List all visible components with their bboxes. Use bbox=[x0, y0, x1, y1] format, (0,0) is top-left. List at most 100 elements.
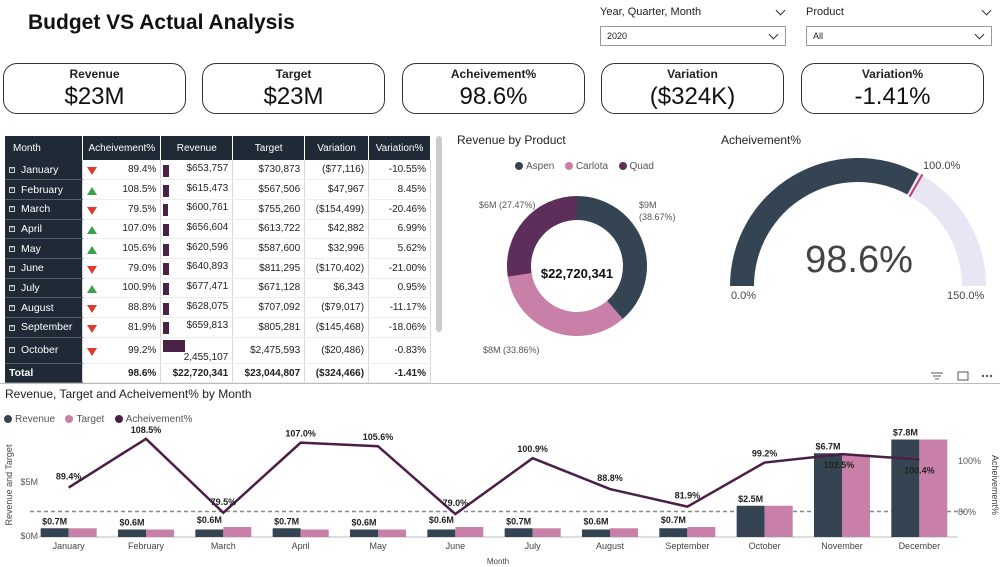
column-header-month[interactable]: Month bbox=[5, 136, 84, 160]
bar-revenue[interactable] bbox=[427, 529, 456, 538]
bar-target[interactable] bbox=[223, 527, 252, 537]
up-arrow-icon bbox=[87, 226, 98, 235]
line-data-label: 81.9% bbox=[675, 491, 701, 501]
bar-revenue[interactable] bbox=[659, 528, 688, 537]
bar-revenue[interactable] bbox=[891, 439, 920, 538]
legend-item-revenue[interactable]: Revenue bbox=[4, 414, 55, 425]
expand-icon[interactable]: + bbox=[9, 265, 15, 272]
chevron-down-icon[interactable] bbox=[775, 5, 786, 15]
product-slicer[interactable]: Product All bbox=[806, 3, 992, 46]
achievement-cell: 100.9% bbox=[82, 278, 162, 299]
kpi-card-achievement[interactable]: Acheivement% 98.6% bbox=[402, 63, 585, 114]
column-header-variation[interactable]: Variation bbox=[304, 136, 370, 160]
bar-target[interactable] bbox=[300, 529, 329, 538]
slicer-label: Year, Quarter, Month bbox=[600, 6, 702, 18]
table-row[interactable]: + February 108.5% $615,473 $567,506 $47,967 8.… bbox=[5, 179, 431, 200]
bar-target[interactable] bbox=[68, 528, 97, 537]
row-month-cell[interactable]: + October bbox=[5, 337, 84, 364]
table-row[interactable]: + June 79.0% $640,893 $811,295 ($170,402) -21.… bbox=[5, 258, 431, 279]
column-header-revenue[interactable]: Revenue bbox=[160, 136, 234, 160]
bar-revenue[interactable] bbox=[736, 505, 765, 537]
bar-target[interactable] bbox=[610, 528, 638, 537]
table-total-row: Total 98.6% $22,720,341 $23,044,807 ($324,46… bbox=[5, 362, 431, 384]
table-row[interactable]: + October 99.2% 2,455,107 $2,475,593 ($20,486… bbox=[5, 337, 431, 364]
bar-revenue[interactable] bbox=[272, 528, 301, 537]
bar-data-label: $0.6M bbox=[119, 518, 144, 528]
table-row[interactable]: + September 81.9% $659,813 $805,281 ($145,468… bbox=[5, 317, 431, 338]
row-month-cell[interactable]: + March bbox=[5, 199, 84, 220]
row-month-cell[interactable]: + June bbox=[5, 258, 84, 279]
chevron-down-icon[interactable] bbox=[981, 5, 992, 15]
focus-mode-icon[interactable] bbox=[957, 371, 969, 381]
expand-icon[interactable]: + bbox=[9, 347, 15, 354]
line-data-label: 108.5% bbox=[131, 425, 162, 435]
row-month-cell[interactable]: + September bbox=[5, 317, 84, 338]
slicer-dropdown[interactable]: 2020 bbox=[600, 26, 786, 46]
row-month-cell[interactable]: + January bbox=[5, 160, 84, 181]
kpi-card-revenue[interactable]: Revenue $23M bbox=[3, 63, 186, 114]
expand-icon[interactable]: + bbox=[9, 324, 15, 331]
bar-target[interactable] bbox=[764, 505, 793, 537]
revenue-cell: $628,075 bbox=[160, 297, 234, 318]
table-row[interactable]: + August 88.8% $628,075 $707,092 ($79,017) -11… bbox=[5, 297, 431, 318]
bar-target[interactable] bbox=[146, 529, 174, 538]
donut-slice-carlota[interactable] bbox=[507, 273, 623, 336]
bar-revenue[interactable] bbox=[118, 529, 146, 538]
bar-revenue[interactable] bbox=[814, 453, 842, 537]
bar-target[interactable] bbox=[532, 528, 561, 537]
legend-item-carlota[interactable]: Carlota bbox=[564, 161, 608, 172]
revenue-cell: $659,813 bbox=[160, 317, 234, 338]
donut-slice-aspen[interactable] bbox=[577, 196, 647, 319]
bar-data-label: $0.7M bbox=[42, 516, 67, 526]
bar-target[interactable] bbox=[919, 439, 948, 538]
achievement-line[interactable] bbox=[68, 437, 920, 516]
expand-icon[interactable]: + bbox=[9, 245, 15, 252]
bar-target[interactable] bbox=[455, 527, 484, 537]
column-header-variation-pct[interactable]: Variation% bbox=[368, 136, 431, 160]
row-month-cell[interactable]: + April bbox=[5, 219, 84, 240]
chevron-down-icon[interactable] bbox=[768, 29, 779, 39]
kpi-card-variation-pct[interactable]: Variation% -1.41% bbox=[801, 63, 984, 114]
expand-icon[interactable]: + bbox=[9, 304, 15, 311]
table-scrollbar[interactable] bbox=[436, 136, 442, 332]
kpi-card-variation[interactable]: Variation ($324K) bbox=[601, 63, 784, 114]
column-header-target[interactable]: Target bbox=[232, 136, 306, 160]
variation-pct-cell: 6.99% bbox=[368, 219, 431, 240]
bar-target[interactable] bbox=[842, 454, 870, 538]
bar-target[interactable] bbox=[687, 527, 716, 537]
donut-slice-quad[interactable] bbox=[507, 196, 577, 277]
legend-item-target[interactable]: Target bbox=[65, 414, 104, 425]
bar-revenue[interactable] bbox=[40, 528, 69, 537]
row-month-cell[interactable]: + August bbox=[5, 297, 84, 318]
expand-icon[interactable]: + bbox=[9, 186, 15, 193]
row-month-cell[interactable]: + May bbox=[5, 238, 84, 259]
y-tick-label: $0M bbox=[20, 531, 38, 541]
table-row[interactable]: + May 105.6% $620,596 $587,600 $32,996 5.62% bbox=[5, 238, 431, 259]
legend-item-aspen[interactable]: Aspen bbox=[515, 161, 554, 172]
table-row[interactable]: + April 107.0% $656,604 $613,722 $42,882 6.99% bbox=[5, 219, 431, 240]
filter-icon[interactable] bbox=[931, 372, 943, 380]
row-month-cell[interactable]: + July bbox=[5, 278, 84, 299]
variation-cell: ($79,017) bbox=[304, 297, 370, 318]
expand-icon[interactable]: + bbox=[9, 166, 15, 173]
bar-revenue[interactable] bbox=[582, 529, 610, 538]
expand-icon[interactable]: + bbox=[9, 226, 15, 233]
kpi-card-target[interactable]: Target $23M bbox=[202, 63, 385, 114]
year-quarter-month-slicer[interactable]: Year, Quarter, Month 2020 bbox=[600, 3, 786, 46]
expand-icon[interactable]: + bbox=[9, 206, 15, 213]
table-row[interactable]: + March 79.5% $600,761 $755,260 ($154,499) -20… bbox=[5, 199, 431, 220]
bar-revenue[interactable] bbox=[350, 529, 378, 538]
slicer-dropdown[interactable]: All bbox=[806, 26, 992, 46]
more-options-icon[interactable] bbox=[981, 374, 993, 378]
table-row[interactable]: + January 89.4% $653,757 $730,873 ($77,116) -1… bbox=[5, 160, 431, 181]
legend-item-quad[interactable]: Quad bbox=[618, 161, 654, 172]
row-month-cell[interactable]: + February bbox=[5, 179, 84, 200]
chevron-down-icon[interactable] bbox=[974, 29, 985, 39]
bar-revenue[interactable] bbox=[195, 529, 224, 538]
bar-revenue[interactable] bbox=[504, 528, 533, 537]
bar-target[interactable] bbox=[378, 529, 406, 538]
column-header-achievement[interactable]: Acheivement% bbox=[82, 136, 162, 160]
table-row[interactable]: + July 100.9% $677,471 $671,128 $6,343 0.95% bbox=[5, 278, 431, 299]
legend-item-achievement[interactable]: Acheivement% bbox=[114, 414, 192, 425]
expand-icon[interactable]: + bbox=[9, 285, 15, 292]
